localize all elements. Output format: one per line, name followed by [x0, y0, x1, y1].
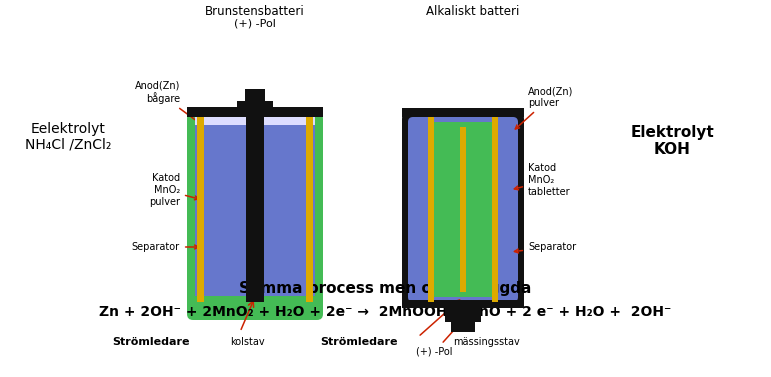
- Text: Alkaliskt batteri: Alkaliskt batteri: [426, 5, 520, 18]
- Text: Katod
MnO₂
pulver: Katod MnO₂ pulver: [149, 173, 199, 207]
- Bar: [237, 101, 273, 109]
- Text: (+) -Pol: (+) -Pol: [416, 323, 460, 357]
- FancyBboxPatch shape: [402, 111, 524, 308]
- Bar: [402, 108, 524, 113]
- Bar: [492, 117, 498, 302]
- Text: Strömledare: Strömledare: [113, 337, 190, 347]
- Bar: [187, 296, 323, 310]
- Bar: [445, 306, 481, 322]
- Text: Strömledare: Strömledare: [321, 337, 398, 347]
- Bar: [187, 107, 323, 117]
- Text: Separator: Separator: [132, 242, 198, 252]
- Bar: [428, 122, 498, 297]
- FancyBboxPatch shape: [187, 109, 323, 310]
- Text: Samma process men olika byggda: Samma process men olika byggda: [239, 282, 531, 296]
- Bar: [195, 117, 315, 125]
- Text: Brunstensbatteri: Brunstensbatteri: [205, 5, 305, 18]
- Bar: [197, 117, 204, 302]
- Text: Separator: Separator: [514, 242, 576, 253]
- Text: Elektrolyt: Elektrolyt: [630, 124, 714, 139]
- Bar: [428, 117, 434, 302]
- Bar: [245, 89, 265, 101]
- Text: Eelektrolyt: Eelektrolyt: [31, 122, 106, 136]
- Text: Katod
MnO₂
tabletter: Katod MnO₂ tabletter: [514, 163, 571, 196]
- Bar: [246, 117, 264, 302]
- Bar: [306, 117, 313, 302]
- Text: Anod(Zn)
bågare: Anod(Zn) bågare: [135, 80, 201, 124]
- Bar: [402, 109, 524, 117]
- Bar: [460, 127, 466, 292]
- Bar: [402, 300, 524, 308]
- Text: NH₄Cl /ZnCl₂: NH₄Cl /ZnCl₂: [25, 138, 111, 152]
- Text: Zn + 2OH⁻ + 2MnO₂ + H₂O + 2e⁻ →  2MnOOH + ZnO + 2 e⁻ + H₂O +  2OH⁻: Zn + 2OH⁻ + 2MnO₂ + H₂O + 2e⁻ → 2MnOOH +…: [99, 305, 672, 319]
- Text: Anod(Zn)
pulver: Anod(Zn) pulver: [515, 86, 574, 129]
- FancyBboxPatch shape: [187, 298, 323, 320]
- FancyBboxPatch shape: [195, 117, 315, 302]
- Text: kolstav: kolstav: [230, 337, 264, 347]
- Text: KOH: KOH: [654, 141, 691, 156]
- Text: mässingsstav: mässingsstav: [453, 337, 520, 347]
- Bar: [451, 319, 475, 332]
- Text: (+) -Pol: (+) -Pol: [234, 19, 276, 29]
- FancyBboxPatch shape: [408, 117, 518, 302]
